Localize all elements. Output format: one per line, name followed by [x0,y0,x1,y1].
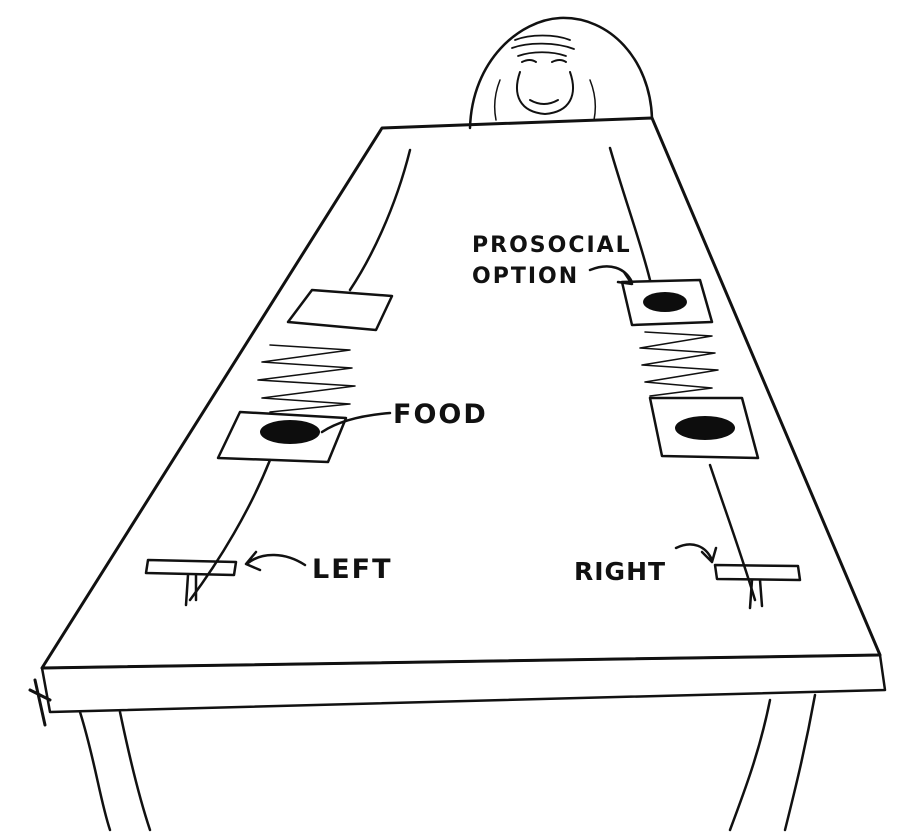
table-top [40,116,882,670]
left-apparatus [144,148,412,607]
left-string-lower [188,458,272,602]
label-prosocial-line1: PROSOCIAL [472,233,632,258]
table [28,116,887,832]
left-handle-stem [184,573,198,607]
label-left: LEFT [312,554,393,585]
left-far-tray [286,288,394,332]
table-corner [28,678,52,727]
chimp-brow [511,34,575,57]
label-right: RIGHT [574,557,666,586]
right-string-upper [608,146,652,282]
left-food [260,420,320,444]
left-handle[interactable] [144,558,238,577]
left-arrow [244,550,307,572]
prosocial-arrow [588,265,634,286]
right-far-tray [620,278,714,327]
right-spring [639,331,719,397]
chimp-cheeks [493,79,597,121]
food-pointer [320,411,392,434]
left-string-upper [348,148,412,292]
chimp-muzzle [516,71,574,115]
annotation-arrows [244,265,718,572]
table-leg-right [728,693,817,832]
label-prosocial-line2: OPTION [472,264,579,289]
right-food-far [643,292,687,312]
right-apparatus [608,146,802,610]
label-food: FOOD [393,399,488,430]
chimp-mouth [529,99,559,105]
chimp-eyes [521,59,567,63]
right-near-tray [648,396,760,460]
right-food-near [675,416,735,440]
right-string-lower [708,463,757,602]
chimpanzee [468,16,654,130]
table-edge [40,653,887,714]
right-handle[interactable] [713,563,802,582]
left-spring [257,344,356,413]
right-arrow [674,543,718,564]
left-near-tray [216,410,348,464]
table-leg-left [78,710,152,832]
right-handle-stem [748,578,764,610]
chimp-head-outline [468,16,654,130]
